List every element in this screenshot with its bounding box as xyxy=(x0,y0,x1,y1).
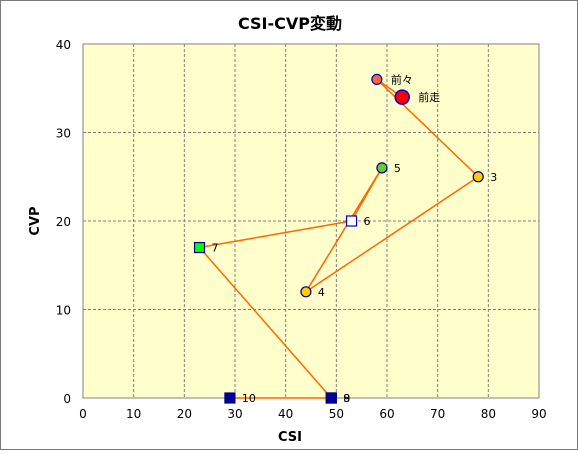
data-point-label: 前走 xyxy=(418,90,440,104)
y-tick-label: 20 xyxy=(56,215,71,229)
data-point-marker xyxy=(472,171,484,183)
x-tick-label: 0 xyxy=(79,407,87,421)
grid-lines xyxy=(83,44,539,398)
data-point-marker xyxy=(193,241,206,254)
y-tick-label: 30 xyxy=(56,127,71,141)
x-tick-label: 30 xyxy=(227,407,242,421)
y-tick-label: 40 xyxy=(56,38,71,52)
x-tick-label: 60 xyxy=(379,407,394,421)
data-point-label: 3 xyxy=(490,171,497,184)
x-tick-label: 90 xyxy=(531,407,546,421)
series-segment xyxy=(350,167,383,222)
y-axis-ticks: 0 10 20 30 40 xyxy=(56,38,71,406)
x-tick-label: 50 xyxy=(329,407,344,421)
data-point-label: 5 xyxy=(394,162,401,175)
data-point-label: 4 xyxy=(318,286,325,299)
data-point-marker xyxy=(376,162,388,174)
data-point-marker xyxy=(371,73,383,86)
data-point-marker xyxy=(345,215,358,227)
data-point-label: 9 xyxy=(343,392,350,405)
data-point-label: 8 xyxy=(343,392,350,405)
series-segment xyxy=(198,247,332,399)
x-axis-label: CSI xyxy=(278,430,302,445)
data-point-marker xyxy=(300,286,312,298)
x-tick-label: 20 xyxy=(177,407,192,421)
series-segment xyxy=(199,220,352,249)
data-point-label: 6 xyxy=(364,215,371,228)
data-points xyxy=(193,73,484,404)
data-point-label: 7 xyxy=(212,242,219,255)
data-point-marker xyxy=(394,89,410,105)
data-point-marker xyxy=(224,392,236,404)
y-tick-label: 10 xyxy=(56,304,71,318)
data-point-label: 10 xyxy=(242,392,256,405)
series-segment xyxy=(376,78,479,178)
x-tick-label: 80 xyxy=(481,407,496,421)
x-axis-ticks: 0 10 20 30 40 50 60 70 80 90 xyxy=(79,407,546,421)
data-point-label: 前々 xyxy=(391,72,413,86)
series-segment xyxy=(305,176,479,293)
y-axis-label: CVP xyxy=(28,206,43,235)
x-tick-label: 70 xyxy=(430,407,445,421)
y-tick-label: 0 xyxy=(63,392,71,406)
x-tick-label: 40 xyxy=(278,407,293,421)
data-point-marker xyxy=(325,392,337,404)
chart-title: CSI-CVP変動 xyxy=(238,14,342,33)
x-tick-label: 10 xyxy=(126,407,141,421)
